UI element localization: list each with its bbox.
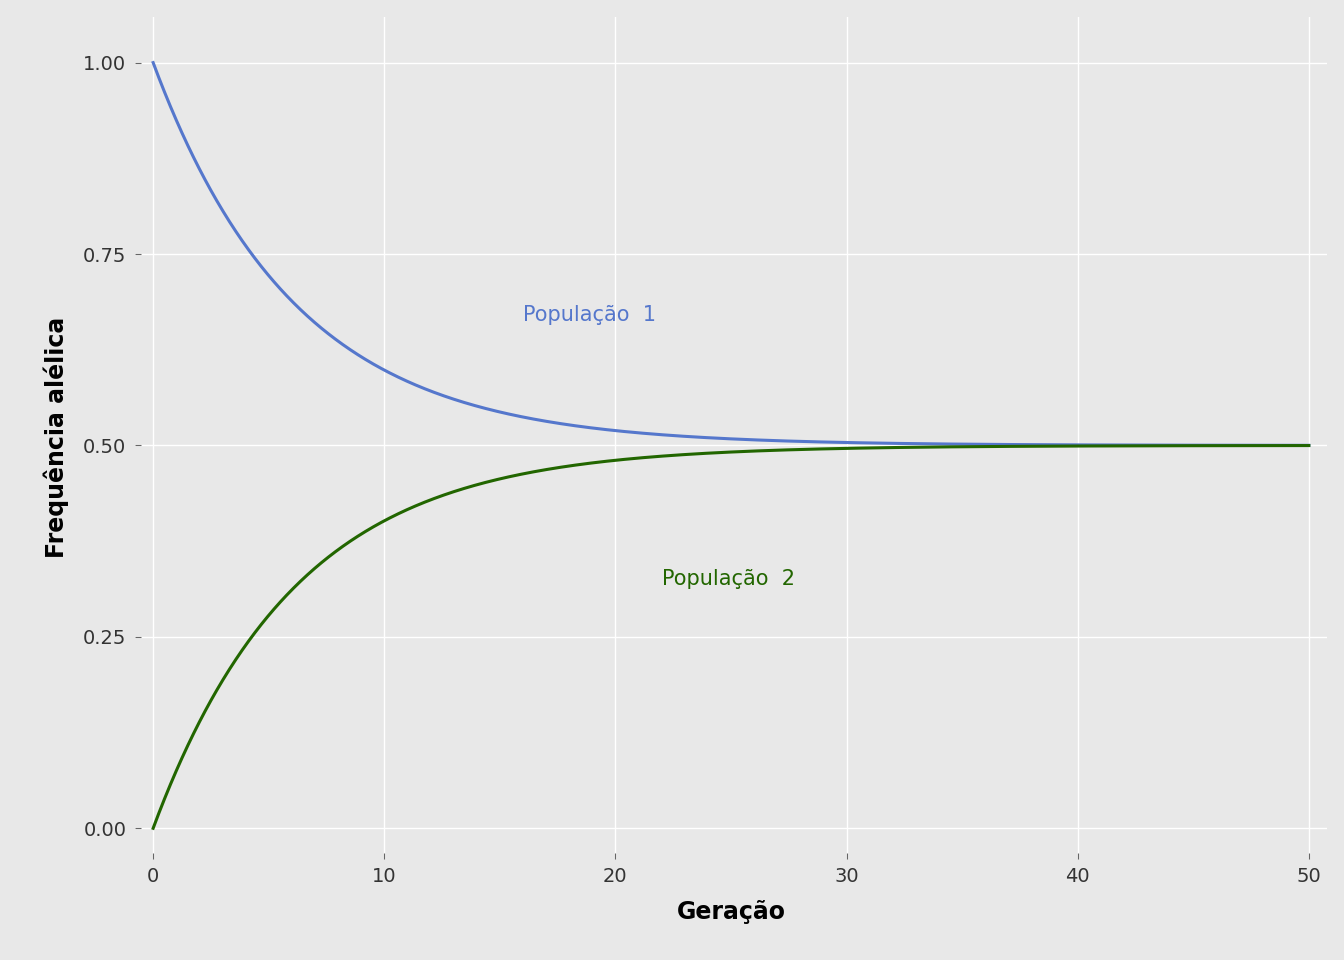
Y-axis label: Frequência alélica: Frequência alélica bbox=[43, 317, 69, 559]
X-axis label: Geração: Geração bbox=[676, 900, 785, 924]
Text: População  1: População 1 bbox=[523, 305, 656, 325]
Text: População  2: População 2 bbox=[661, 569, 794, 589]
